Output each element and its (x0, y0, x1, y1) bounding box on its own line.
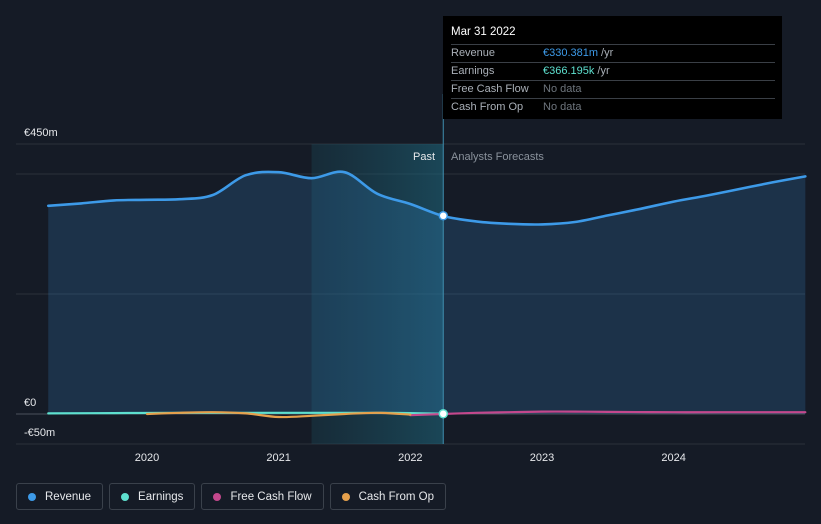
tooltip: Mar 31 2022 Revenue €330.381m /yr Earnin… (443, 16, 782, 119)
tooltip-key: Revenue (451, 47, 496, 59)
past-label: Past (413, 151, 435, 163)
highlight-markers (438, 211, 448, 419)
x-tick-label: 2021 (266, 452, 290, 464)
y-tick-label: €450m (24, 127, 58, 139)
x-tick-label: 2024 (661, 452, 685, 464)
tooltip-key: Free Cash Flow (451, 83, 529, 95)
tooltip-date: Mar 31 2022 (451, 26, 516, 38)
tooltip-row-revenue: Revenue €330.381m /yr (451, 44, 775, 62)
tooltip-row-free-cash-flow: Free Cash Flow No data (451, 80, 775, 98)
tooltip-unit: /yr (601, 47, 614, 59)
legend-label: Free Cash Flow (230, 490, 312, 503)
revenue-marker (438, 211, 448, 221)
x-tick-label: 2020 (135, 452, 159, 464)
legend-dot-icon (121, 492, 130, 501)
x-axis-labels: 2020 2021 2022 2023 2024 (135, 452, 686, 464)
y-tick-label: -€50m (24, 427, 55, 439)
cash-from-op-line (145, 411, 412, 419)
legend-item-cash-from-op[interactable]: Cash From Op (329, 483, 447, 510)
legend-item-free-cash-flow[interactable]: Free Cash Flow (201, 483, 324, 510)
tooltip-value: €366.195k (543, 65, 595, 77)
tooltip-unit: /yr (597, 65, 610, 77)
tooltip-key: Earnings (451, 65, 495, 77)
tooltip-row-cash-from-op: Cash From Op No data (451, 98, 775, 116)
forecast-label: Analysts Forecasts (451, 151, 544, 163)
legend-item-earnings[interactable]: Earnings (109, 483, 196, 510)
legend-dot-icon (341, 492, 350, 501)
revenue-earnings-chart: €450m €0 -€50m 2020 2021 2022 2023 2024 Past A… (16, 94, 807, 464)
tooltip-key: Cash From Op (451, 101, 524, 113)
x-tick-label: 2023 (530, 452, 554, 464)
earnings-line (47, 411, 445, 415)
tooltip-value: No data (543, 101, 582, 113)
y-tick-label: €0 (24, 397, 36, 409)
legend-dot-icon (28, 492, 36, 501)
x-tick-label: 2022 (398, 452, 422, 464)
earnings-marker (438, 409, 448, 419)
revenue-line (46, 170, 807, 226)
series-lines (46, 170, 807, 419)
legend: Revenue Earnings Free Cash Flow Cash Fro… (16, 483, 447, 510)
series-areas (48, 171, 806, 414)
legend-label: Cash From Op (358, 490, 435, 503)
free-cash-flow-line (409, 410, 807, 417)
legend-label: Earnings (138, 490, 184, 503)
legend-label: Revenue (45, 490, 92, 503)
tooltip-row-earnings: Earnings €366.195k /yr (451, 62, 775, 80)
legend-dot-icon (213, 492, 222, 501)
revenue-area (48, 171, 806, 414)
legend-item-revenue[interactable]: Revenue (16, 483, 104, 510)
tooltip-value: €330.381m (543, 47, 599, 59)
tooltip-value: No data (543, 83, 582, 95)
y-axis-labels: €450m €0 -€50m (24, 127, 58, 439)
